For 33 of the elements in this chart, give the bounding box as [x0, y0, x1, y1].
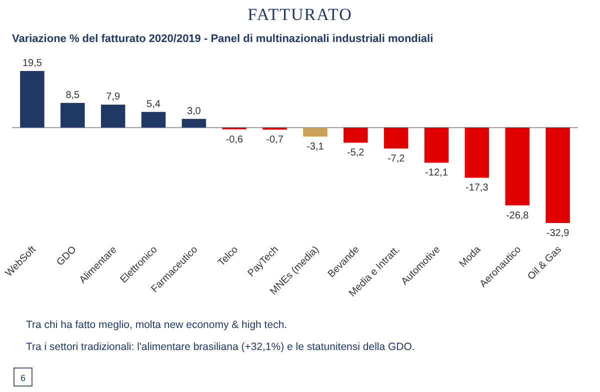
bar [424, 128, 449, 163]
data-label: -3,1 [306, 142, 324, 153]
data-label: -7,2 [387, 153, 406, 164]
bar [20, 71, 44, 128]
data-label: 5,4 [146, 98, 161, 110]
chart-title: FATTURATO [248, 5, 352, 24]
data-label: -5,2 [347, 148, 365, 159]
data-label: -0,6 [226, 134, 244, 146]
bar [303, 128, 328, 137]
bar [344, 128, 368, 143]
x-tick-label: Telco [216, 244, 241, 269]
data-label: -17,3 [466, 182, 489, 194]
text: Tra i settori tradizionali: l'alimentare brasiliana (+32,1%) e le statunitensi della GDO. [26, 341, 415, 353]
bar [182, 118, 206, 128]
text: Tra chi ha fatto meglio, molta new economy & high tech. [26, 319, 288, 331]
data-label: 19,5 [22, 58, 42, 69]
chart-subtitle: Variazione % del fatturato 2020/2019 - Panel di multinazionali industriali mondiali [12, 33, 434, 45]
x-tick-label: Oil & Gas [526, 244, 564, 282]
bar [141, 112, 166, 128]
data-label: 7,9 [106, 92, 120, 103]
text: 6 [20, 373, 26, 383]
bar [100, 104, 126, 128]
data-label: -12,1 [425, 168, 448, 179]
data-label: -26,8 [506, 210, 530, 222]
bar [464, 128, 490, 178]
data-label: -32,9 [546, 228, 570, 239]
data-label: -0,7 [266, 134, 284, 146]
bar [505, 128, 530, 206]
bar [60, 102, 85, 128]
data-label: 8,5 [66, 90, 80, 101]
data-label: 3,0 [186, 106, 202, 117]
bar [384, 128, 408, 148]
bar [546, 128, 570, 223]
